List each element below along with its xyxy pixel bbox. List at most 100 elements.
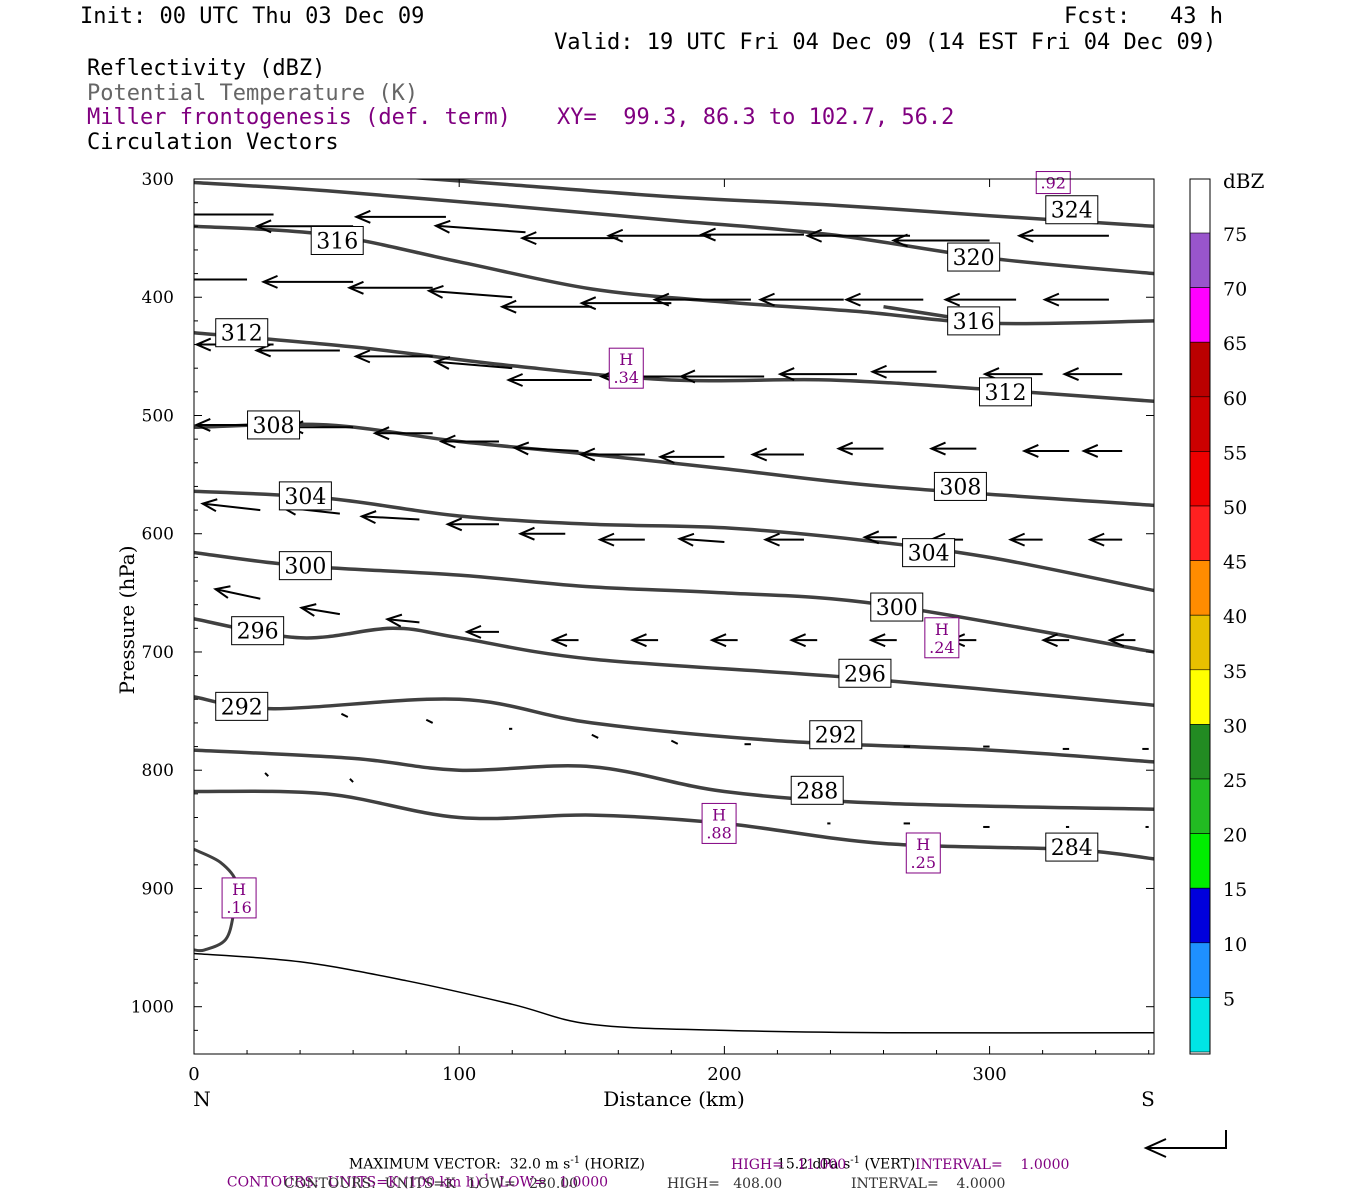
max-vector-vert-unit: (VERT) <box>860 1156 916 1173</box>
max-vector-vert-exp: -1 <box>850 1155 861 1166</box>
isentrope-304 <box>194 489 1154 593</box>
circulation-vector <box>511 441 579 456</box>
north-end-label: N <box>193 1087 211 1111</box>
theta-contours-high: HIGH= 408.00 <box>667 1176 783 1192</box>
fronto-max-value: .25 <box>911 853 936 872</box>
footer-fronto-contours: CONTOURS: UNITS=K (100 km h)-1 LOW= 1.00… <box>218 1157 608 1191</box>
circulation-vector <box>591 733 599 739</box>
colorbar-label: 50 <box>1223 497 1247 519</box>
x-tick-label: 0 <box>188 1064 199 1085</box>
isentrope-288 <box>194 748 1154 811</box>
footer-max-vector: MAXIMUM VECTOR: 32.0 m s-1 (HORIZ) <box>340 1139 645 1173</box>
y-axis-label: Pressure (hPa) <box>115 546 139 695</box>
circulation-vector <box>464 624 499 639</box>
colorbar-label: 30 <box>1223 715 1247 737</box>
circulation-vector <box>709 633 738 648</box>
circulation-vector <box>1081 444 1123 458</box>
isentrope-296 <box>194 617 1154 707</box>
isentrope-300 <box>194 550 1154 654</box>
fronto-max-value: .88 <box>706 823 731 842</box>
colorbar-label: 25 <box>1223 770 1247 792</box>
colorbar-swatch <box>1189 669 1211 725</box>
circulation-vector <box>506 373 592 387</box>
y-tick-label: 800 <box>142 761 174 781</box>
cross-section-xy: XY= 99.3, 86.3 to 102.7, 56.2 <box>557 105 955 130</box>
circulation-vector <box>928 441 977 456</box>
field-reflectivity: Reflectivity (dBZ) <box>87 56 326 81</box>
colorbar-label: 20 <box>1223 825 1247 847</box>
colorbar-swatch <box>1189 942 1211 998</box>
y-tick-label: 1000 <box>131 998 174 1018</box>
circulation-vector <box>359 510 420 525</box>
fronto-high-marker: H <box>712 805 726 824</box>
isentrope-value: 300 <box>284 555 326 580</box>
circulation-vector <box>1021 444 1070 458</box>
isentrope-label: 296 <box>231 616 285 646</box>
circulation-vector <box>1008 532 1043 547</box>
colorbar-label: 75 <box>1223 224 1247 246</box>
circulation-vector <box>1107 633 1136 648</box>
isentrope-label: 292 <box>809 720 863 750</box>
south-end-label: S <box>1141 1087 1155 1111</box>
colorbar-swatch <box>1189 451 1211 507</box>
circulation-vector <box>264 772 269 777</box>
circulation-vector <box>943 292 1017 307</box>
circulation-vector <box>1042 292 1109 307</box>
frontogenesis-max-label: H.16 <box>221 877 257 919</box>
circulation-vector <box>805 228 911 243</box>
colorbar-swatch <box>1189 560 1211 616</box>
theta-contours-low: CONTOURS: UNITS=K LOW= 280.00 <box>284 1176 579 1192</box>
field-vectors: Circulation Vectors <box>87 130 339 155</box>
isentrope-value: 300 <box>876 596 918 621</box>
isentrope-value: 316 <box>953 310 995 335</box>
field-frontogenesis: Miller frontogenesis (def. term) <box>87 105 511 130</box>
fronto-high: HIGH= 11.000 <box>731 1157 847 1173</box>
fronto-high-marker: H <box>619 350 633 369</box>
isentrope-value: 316 <box>316 229 358 254</box>
circulation-vector <box>426 284 513 299</box>
max-vector-horiz: MAXIMUM VECTOR: 32.0 m s <box>348 1156 571 1173</box>
colorbar-swatch <box>1189 997 1211 1053</box>
circulation-vector <box>757 292 844 307</box>
isentrope-label: 312 <box>978 377 1032 407</box>
circulation-vector <box>579 296 672 311</box>
circulation-vector <box>597 532 645 547</box>
circulation-vector <box>657 449 725 464</box>
x-tick-label: 300 <box>972 1064 1006 1085</box>
circulation-vector <box>836 441 884 456</box>
isentrope-label: 292 <box>215 691 269 721</box>
circulation-vector <box>384 613 420 628</box>
circulation-vector <box>353 209 446 224</box>
frontogenesis-max-label: H.24 <box>924 617 960 659</box>
valid-time: Valid: 19 UTC Fri 04 Dec 09 (14 EST Fri … <box>554 30 1217 55</box>
init-time: Init: 00 UTC Thu 03 Dec 09 <box>80 4 425 29</box>
colorbar-label: 65 <box>1223 333 1247 355</box>
fronto-max-value: .24 <box>929 638 954 657</box>
colorbar-swatch <box>1189 614 1211 671</box>
isentrope-value: 288 <box>796 779 838 804</box>
isentrope-label: 300 <box>870 592 924 622</box>
y-tick-label: 300 <box>142 170 174 190</box>
isentrope-value: 320 <box>953 246 995 271</box>
y-tick-label: 400 <box>142 288 174 308</box>
max-vector-horiz-exp: -1 <box>570 1155 581 1166</box>
circulation-vector <box>298 603 341 617</box>
footer-max-vector-vert: 15.2 dPa s-1 (VERT) <box>768 1139 915 1173</box>
circulation-vector <box>868 633 897 648</box>
colorbar-label: 10 <box>1223 934 1247 956</box>
circulation-vector <box>260 274 354 289</box>
circulation-vector <box>1062 367 1123 382</box>
circulation-vector <box>519 231 619 246</box>
isentrope-value: 292 <box>221 695 263 720</box>
theta-contours-interval: INTERVAL= 4.0000 <box>851 1176 1006 1192</box>
isentrope-value: 308 <box>939 475 981 500</box>
colorbar-outline <box>1189 178 1211 1055</box>
circulation-vector <box>200 498 261 513</box>
colorbar-label: 70 <box>1223 279 1247 301</box>
y-tick-label: 900 <box>142 879 174 899</box>
fronto-units: CONTOURS: UNITS=K (100 km h) <box>226 1174 481 1191</box>
circulation-vector <box>372 426 433 441</box>
max-vector-horiz-unit: (HORIZ) <box>580 1156 645 1173</box>
isentrope-284 <box>194 789 1154 861</box>
circulation-vector <box>750 447 804 462</box>
